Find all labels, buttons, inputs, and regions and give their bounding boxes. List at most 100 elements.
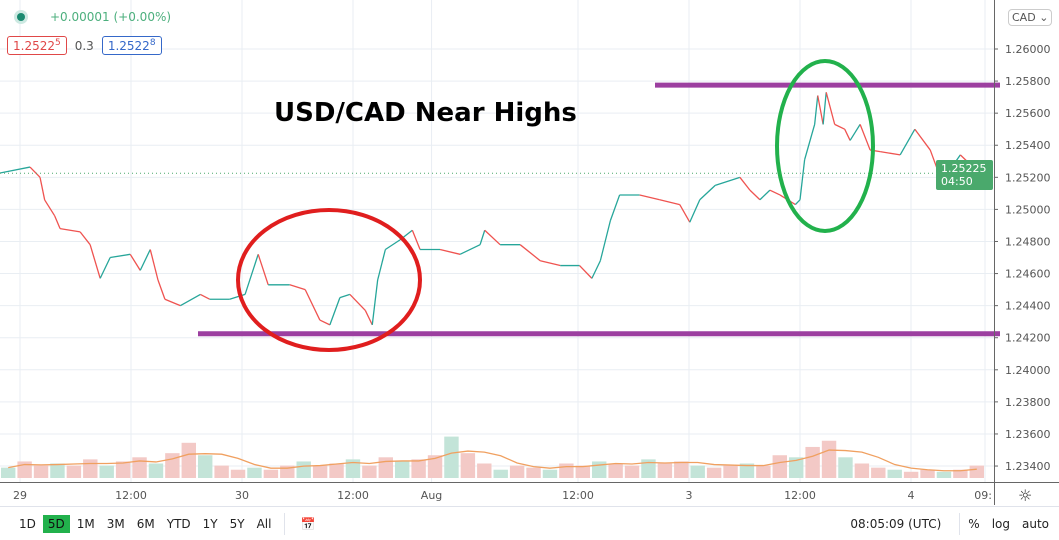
price-segment [244,254,259,295]
price-segment [200,293,210,300]
price-tick-label: 1.24800 [1005,235,1051,248]
volume-bar [920,469,935,478]
divider [284,512,286,535]
price-segment [769,189,781,196]
price-segment [44,199,56,217]
price-tick-label: 1.25200 [1005,171,1051,184]
volume-bar [50,463,65,478]
range-6m[interactable]: 6M [136,516,155,531]
volume-bar [903,471,919,478]
volume-bar [871,467,886,478]
volume-bar [33,465,49,478]
price-segment [129,253,141,271]
time-tick-label: 30 [235,489,249,502]
volume-bar [936,471,952,478]
price-segment [157,279,166,300]
volume-bar [772,455,787,478]
price-segment [579,265,593,279]
volume-bar [706,467,722,478]
volume-bar [1,467,16,478]
range-1y[interactable]: 1Y [202,516,218,531]
price-segment [459,244,481,255]
volume-bar [99,465,114,478]
percent-scale-toggle[interactable]: % [968,516,980,531]
price-segment [813,95,819,125]
clock[interactable]: 08:05:09 (UTC) [850,516,942,531]
range-1d[interactable]: 1D [19,516,36,531]
go-to-date-icon[interactable]: 📅 [300,516,316,531]
buy-button[interactable]: 1.25228 [101,36,162,55]
price-segment [89,244,101,279]
volume-bar [756,465,771,478]
price-segment [599,220,612,261]
divider [959,512,961,535]
volume-bar [854,463,870,478]
price-segment [139,249,151,271]
price-segment [319,319,331,326]
price-segment [834,123,845,130]
auto-scale-toggle[interactable]: auto [1021,516,1049,531]
sell-button[interactable]: 1.25225 [7,36,67,55]
red-circle-annotation [236,208,422,352]
range-3m[interactable]: 3M [106,516,125,531]
volume-bar [821,440,837,478]
price-segment [164,298,181,307]
price-segment [799,159,806,200]
time-tick-label: 09: [974,489,992,502]
range-1m[interactable]: 1M [76,516,95,531]
price-segment [59,228,81,233]
price-segment [749,189,761,201]
price-axis[interactable]: 1.26000 1.25800 1.25600 1.25400 1.25200 1.250… [994,0,1059,482]
time-tick-label: Aug [421,489,442,502]
price-tick-label: 1.25800 [1005,75,1051,88]
volume-bar [953,469,968,478]
volume-bar [641,459,656,478]
volume-bar [509,465,525,478]
bid-price: 1.2522 [13,39,55,53]
volume-bar [214,465,229,478]
price-tick-label: 1.26000 [1005,43,1051,56]
price-tick-label: 1.24600 [1005,268,1051,281]
range-5d[interactable]: 5D [42,514,70,533]
settings-gear-icon[interactable]: ☼ [1018,486,1033,505]
volume-bar [312,465,328,478]
volume-bar [608,463,623,478]
ask-pip: 8 [149,38,156,48]
volume-bar [526,467,541,478]
price-segment [715,176,741,186]
price-segment [803,124,816,160]
price-segment [329,297,341,326]
range-5y[interactable]: 5Y [229,516,245,531]
price-tick-label: 1.25600 [1005,107,1051,120]
volume-bar [362,465,377,478]
range-all[interactable]: All [256,516,272,531]
price-tick-label: 1.25400 [1005,139,1051,152]
volume-bar [739,463,755,478]
price-segment [609,194,621,221]
price-segment [540,260,561,267]
time-axis[interactable]: 29 12:00 30 12:00 Aug 12:00 3 12:00 4 09: [0,483,994,506]
time-tick-label: 12:00 [115,489,147,502]
volume-bar [132,457,147,478]
chevron-down-icon: ⌄ [1039,11,1049,24]
volume-bar [887,469,902,478]
volume-bar [329,463,344,478]
last-price-value: 1.25225 [941,162,987,175]
volume-bar [66,465,82,478]
volume-bar [460,453,476,478]
quote-panel: 1.25225 0.3 1.25228 [7,36,162,55]
log-scale-toggle[interactable]: log [991,516,1010,531]
market-status-icon[interactable] [14,10,28,24]
price-chart[interactable] [0,0,994,482]
price-segment [794,199,801,206]
volume-bar [805,446,820,478]
price-segment [371,279,379,325]
range-ytd[interactable]: YTD [166,516,191,531]
volume-bar [575,465,590,478]
price-segment [39,177,46,201]
currency-value: CAD [1012,11,1036,24]
volume-bar [181,442,196,478]
currency-select[interactable]: CAD ⌄ [1008,9,1053,26]
price-tick-label: 1.24400 [1005,300,1051,313]
chart-annotation-title: USD/CAD Near Highs [274,98,577,128]
